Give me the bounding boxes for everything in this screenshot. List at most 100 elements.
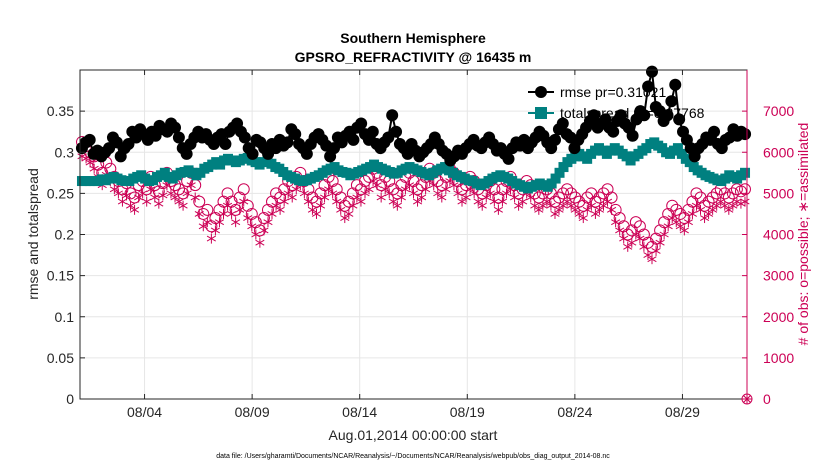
legend-totalspread-label: totalspread pr=0.27768 bbox=[560, 105, 705, 121]
assimilated-obs-point bbox=[594, 204, 605, 215]
assimilated-obs-point bbox=[687, 208, 698, 219]
rmse-point bbox=[238, 131, 251, 144]
assimilated-obs-point bbox=[134, 192, 144, 203]
y-tick-label-right: 3000 bbox=[763, 268, 794, 284]
y-tick-label-right: 1000 bbox=[763, 350, 794, 366]
totalspread-point bbox=[554, 167, 565, 178]
assimilated-obs-point bbox=[481, 192, 491, 203]
assimilated-obs-point bbox=[554, 204, 564, 215]
y-tick-label-right: 6000 bbox=[763, 144, 794, 160]
possible-obs-point bbox=[375, 179, 388, 192]
assimilated-obs-point bbox=[138, 188, 148, 199]
assimilated-obs-point bbox=[651, 245, 661, 256]
assimilated-obs-point bbox=[635, 233, 645, 244]
assimilated-obs-point bbox=[158, 190, 168, 201]
assimilated-obs-point bbox=[509, 192, 520, 203]
assimilated-obs-point bbox=[675, 221, 685, 232]
assimilated-obs-point bbox=[178, 200, 188, 211]
rmse-point bbox=[673, 113, 686, 126]
possible-obs-point bbox=[253, 224, 266, 237]
assimilated-obs-point bbox=[611, 217, 621, 228]
possible-obs-point bbox=[193, 195, 206, 208]
legend-totalspread-marker bbox=[535, 107, 547, 119]
assimilated-obs-point bbox=[206, 233, 216, 244]
assimilated-obs-point bbox=[469, 188, 479, 199]
assimilated-obs-point bbox=[251, 229, 261, 240]
possible-obs-point bbox=[492, 191, 505, 204]
assimilated-obs-point bbox=[174, 196, 184, 207]
assimilated-obs-point bbox=[724, 204, 734, 215]
rmse-point bbox=[172, 131, 185, 144]
assimilated-obs-point bbox=[712, 200, 722, 211]
assimilated-obs-point bbox=[526, 192, 536, 203]
assimilated-obs-point bbox=[679, 225, 689, 236]
assimilated-obs-point bbox=[235, 204, 245, 215]
y-tick-label-right: 0 bbox=[763, 391, 771, 407]
assimilated-obs-point bbox=[655, 237, 665, 248]
y-tick-label-left: 0.05 bbox=[47, 350, 74, 366]
rmse-point bbox=[366, 125, 379, 138]
possible-obs-point bbox=[213, 203, 226, 216]
series-layer bbox=[75, 65, 752, 265]
possible-obs-point bbox=[237, 183, 250, 196]
assimilated-obs-point bbox=[348, 200, 358, 211]
assimilated-obs-point bbox=[449, 180, 459, 191]
assimilated-obs-point bbox=[384, 188, 394, 199]
assimilated-obs-point bbox=[461, 192, 471, 203]
assimilated-obs-point bbox=[433, 188, 443, 199]
assimilated-obs-point bbox=[716, 196, 726, 207]
y-tick-label-left: 0.15 bbox=[47, 268, 74, 284]
assimilated-obs-point bbox=[142, 196, 152, 207]
assimilated-obs-point bbox=[380, 184, 390, 195]
possible-obs-point bbox=[690, 187, 703, 200]
assimilated-obs-point bbox=[663, 221, 673, 232]
assimilated-obs-point bbox=[340, 213, 350, 224]
assimilated-obs-point bbox=[364, 184, 374, 195]
assimilated-obs-point bbox=[121, 190, 132, 201]
possible-obs-point bbox=[637, 228, 650, 241]
possible-obs-point bbox=[662, 207, 675, 220]
assimilated-obs-point bbox=[283, 188, 293, 199]
assimilated-obs-point bbox=[566, 200, 576, 211]
assimilated-obs-point bbox=[740, 196, 750, 207]
assimilated-obs-point bbox=[619, 233, 629, 244]
totalspread-point bbox=[550, 173, 561, 184]
rmse-point bbox=[587, 109, 600, 122]
possible-obs-point bbox=[266, 195, 279, 208]
rmse-point bbox=[83, 133, 96, 146]
possible-obs-point bbox=[245, 207, 258, 220]
assimilated-obs-point bbox=[453, 188, 463, 199]
y-tick-label-left: 0.35 bbox=[47, 103, 74, 119]
assimilated-obs-point bbox=[606, 204, 617, 215]
assimilated-obs-point bbox=[356, 196, 366, 207]
possible-obs-point bbox=[229, 203, 242, 216]
assimilated-obs-point bbox=[210, 225, 221, 236]
assimilated-obs-point bbox=[291, 184, 301, 195]
assimilated-obs-point bbox=[501, 188, 512, 199]
y-axis-label-right: # of obs: o=possible; ∗=assimilated bbox=[795, 123, 811, 346]
possible-obs-point bbox=[641, 236, 654, 249]
possible-obs-point bbox=[387, 183, 400, 196]
assimilated-obs-point bbox=[457, 196, 467, 207]
assimilated-obs-point bbox=[194, 208, 204, 219]
x-tick-label: 08/09 bbox=[235, 404, 270, 420]
assimilated-obs-point bbox=[336, 204, 346, 215]
assimilated-obs-point bbox=[412, 196, 423, 207]
series-totalspread pr=0.27768 bbox=[76, 137, 751, 194]
assimilated-obs-point bbox=[267, 208, 277, 219]
possible-obs-point bbox=[217, 195, 230, 208]
assimilated-obs-point bbox=[368, 176, 378, 187]
possible-obs-point bbox=[650, 232, 663, 245]
assimilated-obs-point bbox=[239, 196, 249, 207]
assimilated-obs-point bbox=[530, 200, 540, 211]
assimilated-obs-point bbox=[570, 204, 580, 215]
assimilated-obs-point bbox=[202, 217, 212, 228]
legend-rmse-label: rmse pr=0.31021 bbox=[560, 84, 666, 100]
assimilated-obs-point bbox=[659, 229, 669, 240]
possible-obs-point bbox=[605, 191, 618, 204]
zero-obs-marker bbox=[741, 393, 753, 405]
possible-obs-point bbox=[682, 203, 695, 216]
assimilated-obs-point bbox=[243, 213, 253, 224]
possible-obs-point bbox=[585, 187, 598, 200]
assimilated-obs-point bbox=[534, 204, 544, 215]
